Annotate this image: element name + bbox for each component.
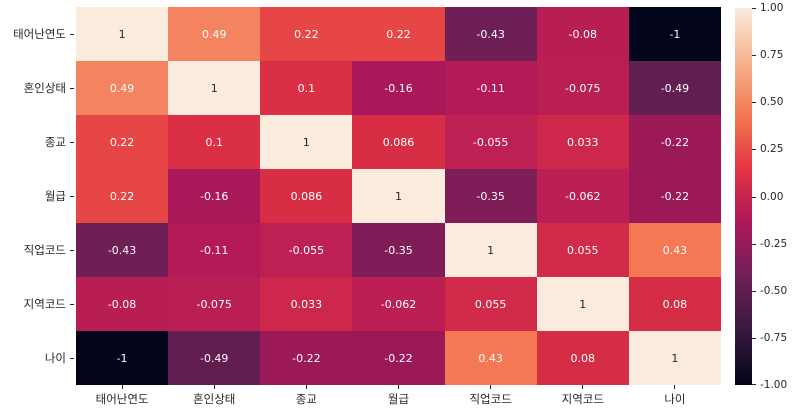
heatmap-cell: 0.055 — [444, 277, 537, 331]
heatmap-cell: -0.16 — [168, 169, 261, 223]
x-axis-label: 직업코드 — [445, 385, 537, 411]
heatmap-cell: -0.062 — [352, 277, 445, 331]
heatmap-cell: 0.055 — [536, 223, 629, 277]
x-axis-label: 지역코드 — [537, 385, 629, 411]
heatmap-cell: -0.49 — [168, 331, 261, 385]
x-axis-label: 혼인상태 — [168, 385, 260, 411]
heatmap-cell: -0.16 — [352, 61, 445, 115]
y-axis-labels: 태어난연도 혼인상태 종교 월급 직업코드 지역코드 나이 — [0, 7, 74, 385]
heatmap-cell: -0.08 — [76, 277, 169, 331]
heatmap-cell: 0.033 — [260, 277, 353, 331]
colorbar-tick-label: 0.75 — [760, 49, 784, 62]
heatmap-cell: 0.49 — [76, 61, 169, 115]
heatmap-cell: 0.086 — [260, 169, 353, 223]
heatmap-cell: 0.086 — [352, 115, 445, 169]
heatmap-cell: 1 — [444, 223, 537, 277]
heatmap-cell: 1 — [536, 277, 629, 331]
heatmap-cell: 0.43 — [628, 223, 721, 277]
heatmap-cell: -0.055 — [444, 115, 537, 169]
heatmap-cell: -0.075 — [168, 277, 261, 331]
colorbar-tick-mark — [752, 384, 756, 385]
heatmap-cell: -0.43 — [76, 223, 169, 277]
colorbar-tick-mark — [752, 55, 756, 57]
heatmap-cell: -0.22 — [628, 169, 721, 223]
heatmap-cell: -0.35 — [444, 169, 537, 223]
heatmap-cell: -0.43 — [444, 7, 537, 61]
heatmap-cell: -0.062 — [536, 169, 629, 223]
colorbar-tick-mark — [752, 149, 756, 151]
x-axis-label: 나이 — [629, 385, 721, 411]
colorbar-tick-label: 0.25 — [760, 143, 784, 156]
x-axis-label: 종교 — [260, 385, 352, 411]
heatmap-cell: -0.22 — [352, 331, 445, 385]
heatmap-cell: 0.43 — [444, 331, 537, 385]
heatmap-cell: -0.49 — [628, 61, 721, 115]
colorbar-tick-label: 0.50 — [760, 96, 784, 109]
colorbar-tick-label: -1.00 — [760, 379, 788, 391]
heatmap-cell: -0.08 — [536, 7, 629, 61]
heatmap-cell: 0.1 — [260, 61, 353, 115]
x-axis-label: 월급 — [352, 385, 444, 411]
heatmap-cell: 1 — [260, 115, 353, 169]
heatmap-cell: 0.1 — [168, 115, 261, 169]
heatmap-cell: 0.08 — [628, 277, 721, 331]
colorbar-tick-mark — [752, 196, 756, 198]
heatmap-cell: 0.49 — [168, 7, 261, 61]
colorbar-tick-label: -0.50 — [760, 284, 788, 297]
colorbar-tick-mark — [752, 337, 756, 339]
heatmap-cell: -0.055 — [260, 223, 353, 277]
colorbar-tick-label: 1.00 — [760, 2, 784, 14]
heatmap-cell: 0.033 — [536, 115, 629, 169]
y-axis-label: 태어난연도 — [0, 7, 74, 61]
heatmap-cell: 0.22 — [76, 169, 169, 223]
heatmap-cell: 0.22 — [352, 7, 445, 61]
heatmap-cell: -0.22 — [260, 331, 353, 385]
colorbar-tick-label: 0.00 — [760, 190, 784, 203]
heatmap-cell: 0.22 — [260, 7, 353, 61]
colorbar-tick-label: -0.75 — [760, 331, 788, 344]
colorbar-tick-mark — [752, 8, 756, 9]
heatmap-cell: -0.075 — [536, 61, 629, 115]
heatmap-cell: 1 — [168, 61, 261, 115]
heatmap-cell: 1 — [628, 331, 721, 385]
heatmap-cell: 1 — [352, 169, 445, 223]
heatmap-cell: 0.08 — [536, 331, 629, 385]
heatmap-cell: -0.35 — [352, 223, 445, 277]
y-axis-label: 종교 — [0, 115, 74, 169]
x-axis-labels: 태어난연도 혼인상태 종교 월급 직업코드 지역코드 나이 — [76, 385, 721, 411]
y-axis-label: 나이 — [0, 331, 74, 385]
y-axis-label: 지역코드 — [0, 277, 74, 331]
colorbar-tick-mark — [752, 290, 756, 292]
x-axis-label: 태어난연도 — [76, 385, 168, 411]
colorbar-tick-mark — [752, 243, 756, 245]
heatmap-cell: -0.22 — [628, 115, 721, 169]
heatmap-cell: 1 — [76, 7, 169, 61]
colorbar-tick-label: -0.25 — [760, 237, 788, 250]
heatmap-cell: -0.11 — [168, 223, 261, 277]
colorbar-tick-mark — [752, 102, 756, 104]
heatmap-cell: -1 — [628, 7, 721, 61]
y-axis-label: 혼인상태 — [0, 61, 74, 115]
colorbar-gradient — [735, 8, 752, 385]
colorbar-ticks: 1.00 0.75 0.50 0.25 0.00 -0.25 -0.50 -0.75 -1.00 — [752, 2, 808, 391]
heatmap-cell: -0.11 — [444, 61, 537, 115]
y-axis-label: 직업코드 — [0, 223, 74, 277]
y-axis-label: 월급 — [0, 169, 74, 223]
heatmap-grid: 1 0.49 0.22 0.22 -0.43 -0.08 -1 0.49 1 0.1 -0.16 -0… — [76, 7, 721, 385]
heatmap-cell: -1 — [76, 331, 169, 385]
heatmap-cell: 0.22 — [76, 115, 169, 169]
